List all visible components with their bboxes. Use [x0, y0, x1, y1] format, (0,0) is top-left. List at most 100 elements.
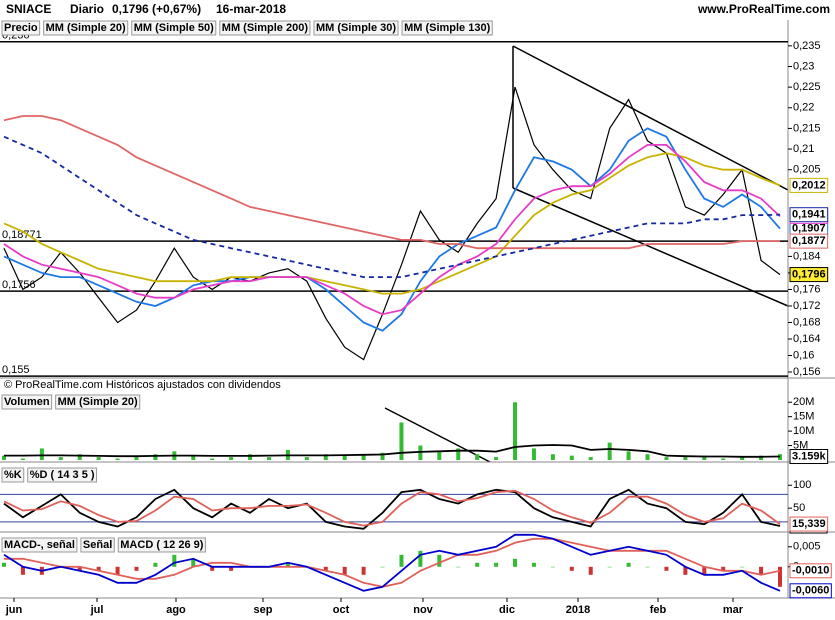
- bar: [531, 448, 536, 460]
- legend-entry-box: [43, 20, 129, 36]
- y-tick-label: 0,22: [793, 102, 814, 114]
- bar: [531, 562, 536, 567]
- value-box: 0,2012: [792, 179, 826, 191]
- x-tick-label: feb: [650, 604, 667, 616]
- legend-entry-box: [401, 20, 493, 36]
- y-tick-label: 0,168: [793, 316, 821, 328]
- value-box-box: [789, 516, 829, 532]
- y-tick-label: 50: [793, 502, 805, 514]
- bar: [77, 566, 82, 571]
- bar: [721, 458, 726, 460]
- legend-entry: MM (Simple 130): [404, 22, 491, 34]
- legend-entry-box: [219, 20, 311, 36]
- bar: [721, 566, 726, 571]
- bar: [494, 457, 499, 460]
- bar: [588, 566, 593, 575]
- bar: [96, 457, 101, 460]
- legend-entry-box: [27, 467, 98, 483]
- trend-line: [512, 45, 789, 191]
- bar: [210, 458, 215, 460]
- value-box-box: [789, 563, 832, 579]
- bar: [607, 442, 612, 460]
- level-label: 0,155: [2, 364, 30, 376]
- legend-entry: %D ( 14 3 5 ): [30, 469, 95, 481]
- bar: [229, 566, 234, 571]
- y-tick-label: 0,184: [793, 250, 821, 262]
- legend-entry: %K: [4, 469, 22, 481]
- y-tick-label: 10M: [793, 425, 814, 437]
- x-tick-label: 2018: [566, 604, 590, 616]
- bar: [569, 455, 574, 460]
- bar: [683, 566, 688, 575]
- value-box: -0,0060: [792, 585, 829, 597]
- y-tick-label: 0,176: [793, 283, 821, 295]
- bar: [550, 566, 555, 568]
- bar: [437, 451, 442, 460]
- y-tick-label: 20M: [793, 396, 814, 408]
- y-tick-label: 0,005: [793, 541, 821, 553]
- footer: © ProRealTime.com Históricos ajustados c…: [4, 379, 281, 391]
- y-tick-label: 0,23: [793, 60, 814, 72]
- y-tick-label: 0,21: [793, 143, 814, 155]
- bar: [323, 566, 328, 571]
- bar: [607, 566, 612, 568]
- y-tick-label: 0,235: [793, 40, 821, 52]
- legend-entry-box: [1, 20, 41, 36]
- bar: [153, 454, 158, 460]
- series-line: [3, 489, 781, 527]
- bar: [513, 558, 518, 567]
- bar: [191, 558, 196, 567]
- value-box-box: [789, 233, 829, 249]
- y-tick-label: 15M: [793, 411, 814, 423]
- bar: [380, 566, 385, 568]
- symbol: SNIACE: [6, 2, 51, 16]
- y-tick-label: 0,225: [793, 81, 821, 93]
- bar: [475, 454, 480, 460]
- series-line: [3, 152, 781, 295]
- x-tick-label: ago: [166, 604, 186, 616]
- value-box: -0,0010: [792, 565, 829, 577]
- y-tick-label: 0,16: [793, 349, 814, 361]
- bar: [645, 454, 650, 460]
- x-tick-label: jun: [5, 604, 23, 616]
- bar: [645, 566, 650, 568]
- bar: [513, 402, 518, 460]
- value-box-box: [789, 207, 829, 223]
- period: Diario: [70, 2, 104, 16]
- bar: [740, 566, 745, 568]
- bar: [475, 562, 480, 567]
- legend-entry-box: [55, 394, 141, 410]
- bar: [418, 550, 423, 567]
- bar: [550, 454, 555, 460]
- date: 16-mar-2018: [216, 2, 286, 16]
- bar: [191, 455, 196, 460]
- y-tick-label: 0,205: [793, 164, 821, 176]
- bar: [380, 452, 385, 460]
- legend-entry: MACD ( 12 26 9): [120, 539, 203, 551]
- series-line: [3, 144, 781, 316]
- legend-entry: MM (Simple 20): [46, 22, 126, 34]
- bar: [134, 566, 139, 571]
- legend-entry-box: [80, 537, 115, 553]
- bar: [399, 422, 404, 460]
- series-line: [3, 115, 780, 250]
- legend-entry-box: [1, 394, 53, 410]
- y-tick-label: 100: [793, 479, 811, 491]
- bar: [229, 457, 234, 460]
- value-box: 0,1796: [792, 268, 826, 280]
- bar: [20, 458, 25, 460]
- x-tick-label: oct: [333, 604, 350, 616]
- series-line: [3, 86, 781, 361]
- x-tick-label: sep: [254, 604, 273, 616]
- bar: [58, 457, 63, 460]
- value-box-box: [789, 267, 829, 283]
- y-tick-label: 0,172: [793, 300, 821, 312]
- bar: [115, 458, 120, 460]
- bar: [664, 566, 669, 571]
- legend-entry-box: [117, 537, 206, 553]
- legend-entry-box: [313, 20, 399, 36]
- legend-entry-box: [1, 537, 78, 553]
- bar: [456, 566, 461, 568]
- bar: [342, 566, 347, 575]
- x-tick-label: mar: [723, 604, 744, 616]
